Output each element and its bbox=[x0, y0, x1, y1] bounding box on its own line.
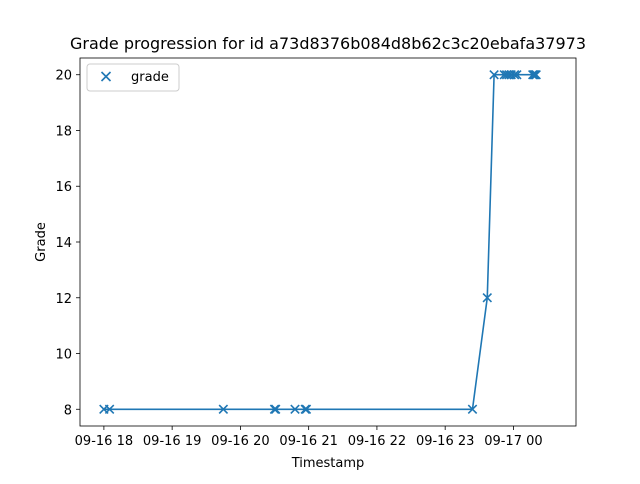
x-tick-label: 09-16 22 bbox=[348, 434, 406, 449]
data-point-x-marker bbox=[104, 404, 115, 415]
legend-marker-x-icon bbox=[100, 71, 112, 82]
data-point-x-marker bbox=[482, 292, 493, 303]
x-axis-ticks: 09-16 18 09-16 19 09-16 20 09-16 21 09-16 22… bbox=[75, 426, 543, 449]
x-tick-label: 09-17 00 bbox=[484, 434, 542, 449]
series-group bbox=[99, 69, 541, 415]
legend-label: grade bbox=[131, 70, 169, 85]
data-point-x-marker bbox=[301, 404, 312, 415]
x-tick-label: 09-16 20 bbox=[211, 434, 269, 449]
plot-frame bbox=[79, 57, 577, 427]
x-tick-label: 09-16 23 bbox=[416, 434, 474, 449]
data-point-x-marker bbox=[270, 404, 281, 415]
y-tick-label: 20 bbox=[55, 69, 72, 84]
y-tick-label: 10 bbox=[55, 348, 72, 363]
y-tick-label: 12 bbox=[55, 292, 72, 307]
y-tick-label: 14 bbox=[55, 236, 72, 251]
data-point-x-marker bbox=[489, 69, 499, 80]
y-tick-label: 18 bbox=[55, 124, 72, 139]
plot-area bbox=[80, 58, 576, 426]
data-point-x-marker bbox=[290, 404, 300, 415]
data-point-x-marker bbox=[529, 69, 539, 80]
chart-title: Grade progression for id a73d8376b084d8b… bbox=[70, 34, 586, 53]
data-point-x-marker bbox=[509, 69, 520, 80]
legend-x-glyph bbox=[100, 71, 112, 82]
y-axis-ticks: 8 10 12 14 16 18 20 bbox=[55, 69, 80, 418]
legend: grade bbox=[86, 63, 180, 92]
data-point-x-marker bbox=[530, 69, 540, 80]
x-axis-label: Timestamp bbox=[291, 456, 365, 471]
data-point-x-marker bbox=[512, 69, 522, 80]
data-point-x-marker bbox=[531, 69, 541, 80]
y-tick-label: 8 bbox=[64, 403, 72, 418]
data-point-x-marker bbox=[528, 69, 538, 80]
data-point-x-marker bbox=[269, 404, 280, 415]
x-tick-label: 09-16 18 bbox=[75, 434, 133, 449]
legend-box bbox=[86, 63, 180, 92]
data-point-x-marker bbox=[300, 404, 311, 415]
data-point-x-marker bbox=[467, 404, 478, 415]
y-axis-label: Grade bbox=[34, 222, 49, 262]
x-tick-label: 09-16 21 bbox=[279, 434, 337, 449]
x-tick-label: 09-16 19 bbox=[143, 434, 201, 449]
data-point-x-marker bbox=[218, 404, 229, 415]
y-tick-label: 16 bbox=[55, 180, 72, 195]
